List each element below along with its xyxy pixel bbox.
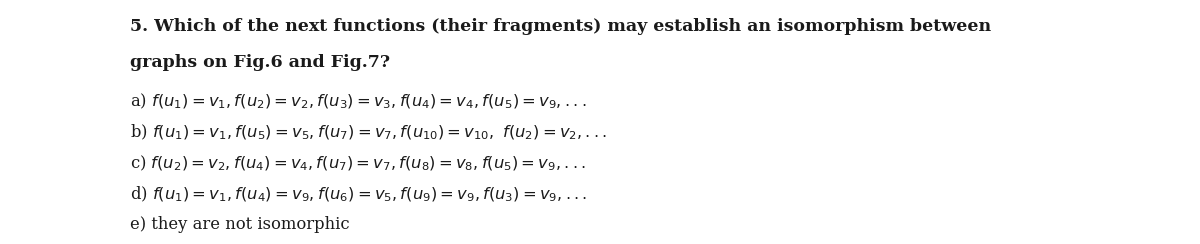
- Text: graphs on Fig.6 and Fig.7?: graphs on Fig.6 and Fig.7?: [130, 54, 390, 71]
- Text: a) $f(u_1) = v_1, f(u_2) = v_2, f(u_3) = v_3, f(u_4) = v_4, f(u_5) = v_9, ...$: a) $f(u_1) = v_1, f(u_2) = v_2, f(u_3) =…: [130, 92, 587, 112]
- Text: b) $f(u_1) = v_1, f(u_5) = v_5, f(u_7) = v_7, f(u_{10}) = v_{10},\ f(u_2) = v_2,: b) $f(u_1) = v_1, f(u_5) = v_5, f(u_7) =…: [130, 123, 607, 142]
- Text: e) they are not isomorphic: e) they are not isomorphic: [130, 216, 349, 233]
- Text: c) $f(u_2) = v_2, f(u_4) = v_4, f(u_7) = v_7, f(u_8) = v_8, f(u_5) = v_9, ...$: c) $f(u_2) = v_2, f(u_4) = v_4, f(u_7) =…: [130, 154, 586, 173]
- Text: 5. Which of the next functions (their fragments) may establish an isomorphism be: 5. Which of the next functions (their fr…: [130, 18, 991, 35]
- Text: d) $f(u_1) = v_1, f(u_4) = v_9, f(u_6) = v_5, f(u_9) = v_9, f(u_3) = v_9, ...$: d) $f(u_1) = v_1, f(u_4) = v_9, f(u_6) =…: [130, 185, 587, 204]
